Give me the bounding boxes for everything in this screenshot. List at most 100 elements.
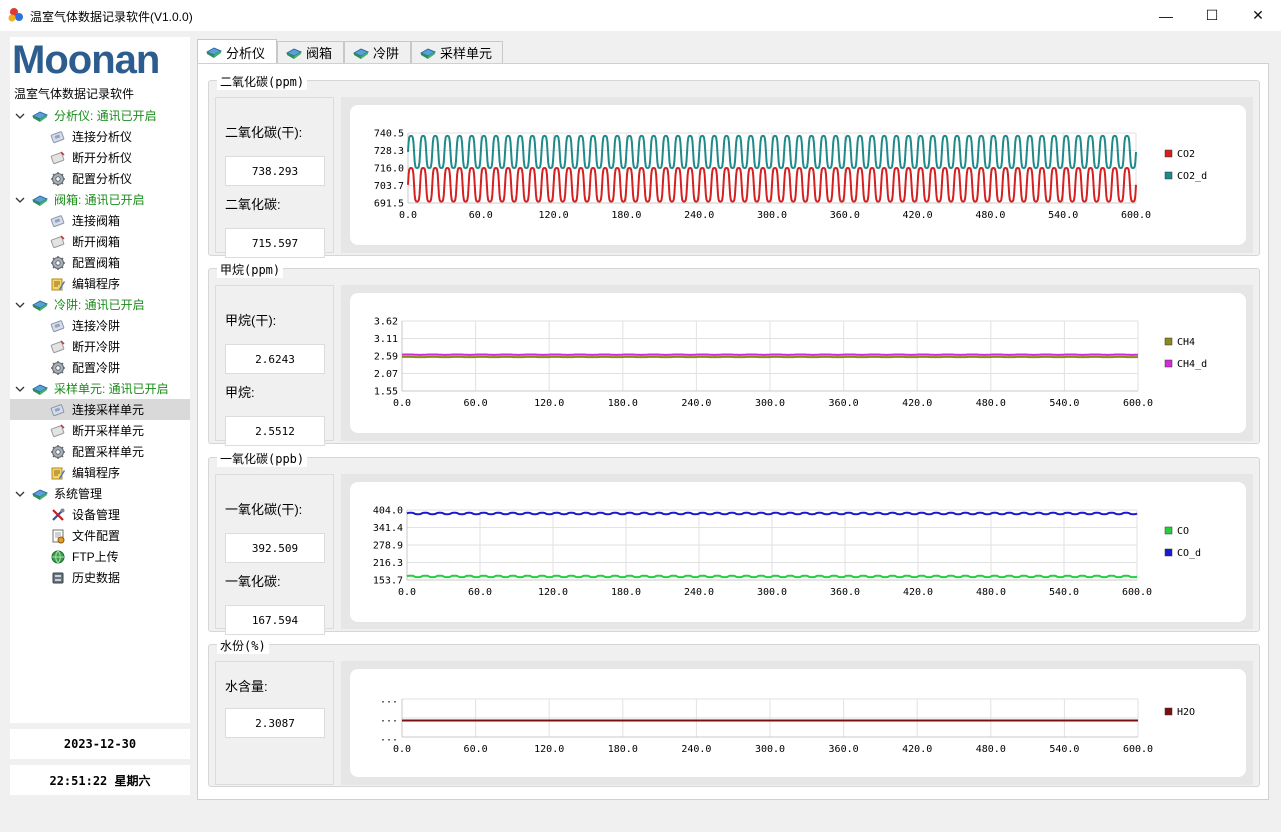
readout-value: 715.597: [225, 228, 325, 258]
series-line: [407, 134, 1137, 170]
readout-value: 2.3087: [225, 708, 325, 738]
line-chart: 0.0 60.0 120.0 180.0 240.0 300.0 360.0 420.0 480…: [373, 506, 1201, 599]
y-tick-label: 216.3: [373, 558, 403, 569]
tree-item[interactable]: 文件配置: [10, 525, 190, 546]
connect-icon: [50, 319, 65, 332]
x-tick-label: 360.0: [830, 210, 860, 221]
title-bar: 温室气体数据记录软件(V1.0.0) — ☐ ✕: [0, 0, 1281, 31]
x-tick-label: 360.0: [829, 744, 859, 755]
tree-item[interactable]: 断开冷阱: [10, 336, 190, 357]
readout-label: 二氧化碳:: [225, 197, 281, 212]
readout-box: 甲烷(干): 2.6243 甲烷: 2.5512: [215, 285, 334, 446]
x-tick-label: 240.0: [684, 210, 714, 221]
tree-item[interactable]: 断开采样单元: [10, 420, 190, 441]
device-group-icon: [286, 47, 302, 59]
legend-swatch: [1164, 359, 1173, 368]
y-tick-label: 2.59: [374, 352, 398, 363]
chevron-down-icon[interactable]: [14, 488, 26, 500]
minimize-button[interactable]: —: [1143, 0, 1189, 31]
x-tick-label: 480.0: [976, 398, 1006, 409]
x-tick-label: 240.0: [681, 398, 711, 409]
y-tick-label: 691.5: [374, 199, 404, 210]
tree-item-label: 配置采样单元: [72, 445, 145, 459]
x-tick-label: 0.0: [393, 398, 411, 409]
disconnect-icon: [50, 339, 65, 353]
tree-item[interactable]: 配置分析仪: [10, 168, 190, 189]
x-tick-label: 180.0: [608, 744, 638, 755]
readout-label: 二氧化碳(干):: [225, 125, 303, 140]
device-group-icon: [420, 47, 436, 59]
gas-panel: 水份(%) 水含量: 2.3087 0.0 60.0 120.0 180.0 240.0 300…: [208, 637, 1260, 787]
gear-icon: [51, 255, 65, 270]
readout-label: 水含量:: [225, 679, 268, 694]
y-tick-label: 153.7: [373, 576, 403, 587]
tree-item[interactable]: 断开分析仪: [10, 147, 190, 168]
x-tick-label: 300.0: [755, 398, 785, 409]
tab-analyzer[interactable]: 分析仪: [197, 39, 277, 64]
tree-group-node[interactable]: 分析仪: 通讯已开启: [10, 105, 190, 126]
y-tick-label: 278.9: [373, 541, 403, 552]
x-tick-label: 480.0: [975, 210, 1005, 221]
tree-group-node[interactable]: 系统管理: [10, 483, 190, 504]
x-tick-label: 180.0: [608, 398, 638, 409]
moonan-logo: Moonan: [12, 39, 160, 79]
y-tick-label: 728.3: [374, 146, 404, 157]
x-tick-label: 180.0: [611, 210, 641, 221]
chevron-down-icon[interactable]: [14, 299, 26, 311]
close-button[interactable]: ✕: [1235, 0, 1281, 31]
x-tick-label: 120.0: [539, 210, 569, 221]
y-tick-label: ...: [380, 695, 398, 706]
tree-item-label: 断开分析仪: [72, 151, 133, 165]
tree-item[interactable]: 连接冷阱: [10, 315, 190, 336]
disconnect-icon: [50, 150, 65, 164]
tree-item[interactable]: 编辑程序: [10, 273, 190, 294]
x-tick-label: 60.0: [469, 210, 493, 221]
tree-item[interactable]: 配置阀箱: [10, 252, 190, 273]
tree-item[interactable]: 连接分析仪: [10, 126, 190, 147]
legend-label: CO2: [1177, 149, 1195, 160]
chevron-down-icon[interactable]: [14, 383, 26, 395]
series-line: [406, 574, 1138, 579]
tree-group-node[interactable]: 采样单元: 通讯已开启: [10, 378, 190, 399]
chevron-down-icon[interactable]: [14, 194, 26, 206]
maximize-button[interactable]: ☐: [1189, 0, 1235, 31]
tree-item[interactable]: 配置冷阱: [10, 357, 190, 378]
tree-item[interactable]: 连接采样单元: [10, 399, 190, 420]
y-tick-label: 716.0: [374, 164, 404, 175]
x-tick-label: 480.0: [976, 744, 1006, 755]
y-tick-label: 2.07: [374, 369, 398, 380]
x-tick-label: 120.0: [534, 744, 564, 755]
chart-area: 0.0 60.0 120.0 180.0 240.0 300.0 360.0 420.0 480…: [341, 474, 1253, 629]
edit-program-icon: [51, 278, 65, 290]
tree-group-node[interactable]: 冷阱: 通讯已开启: [10, 294, 190, 315]
disconnect-icon: [50, 423, 65, 437]
series-line: [407, 166, 1137, 203]
tree-item-label: 断开采样单元: [72, 424, 145, 438]
x-tick-label: 60.0: [464, 398, 488, 409]
readout-value: 738.293: [225, 156, 325, 186]
x-tick-label: 180.0: [611, 587, 641, 598]
tree-group-node[interactable]: 阀箱: 通讯已开启: [10, 189, 190, 210]
tab-sampling-unit[interactable]: 采样单元: [411, 41, 503, 63]
x-tick-label: 300.0: [757, 210, 787, 221]
readout-label: 甲烷(干):: [225, 313, 277, 328]
tree-item[interactable]: 连接阀箱: [10, 210, 190, 231]
panel-title: 一氧化碳(ppb): [217, 450, 308, 467]
tree-item[interactable]: FTP上传: [10, 546, 190, 567]
chevron-down-icon[interactable]: [14, 110, 26, 122]
tab-valve-box[interactable]: 阀箱: [277, 41, 344, 63]
tree-item-label: 编辑程序: [72, 277, 121, 291]
tree-item[interactable]: 配置采样单元: [10, 441, 190, 462]
device-group-icon: [32, 110, 48, 122]
tree-item[interactable]: 历史数据: [10, 567, 190, 588]
tree-item[interactable]: 编辑程序: [10, 462, 190, 483]
x-tick-label: 60.0: [468, 587, 492, 598]
tree-item[interactable]: 设备管理: [10, 504, 190, 525]
legend-label: CO2_d: [1177, 171, 1207, 182]
tab-cold-trap[interactable]: 冷阱: [344, 41, 411, 63]
tree-item[interactable]: 断开阀箱: [10, 231, 190, 252]
tree-item-label: 连接冷阱: [72, 319, 121, 333]
tree-item-label: 配置冷阱: [72, 361, 121, 375]
device-group-icon: [32, 488, 48, 500]
legend-label: H2O: [1177, 707, 1195, 718]
